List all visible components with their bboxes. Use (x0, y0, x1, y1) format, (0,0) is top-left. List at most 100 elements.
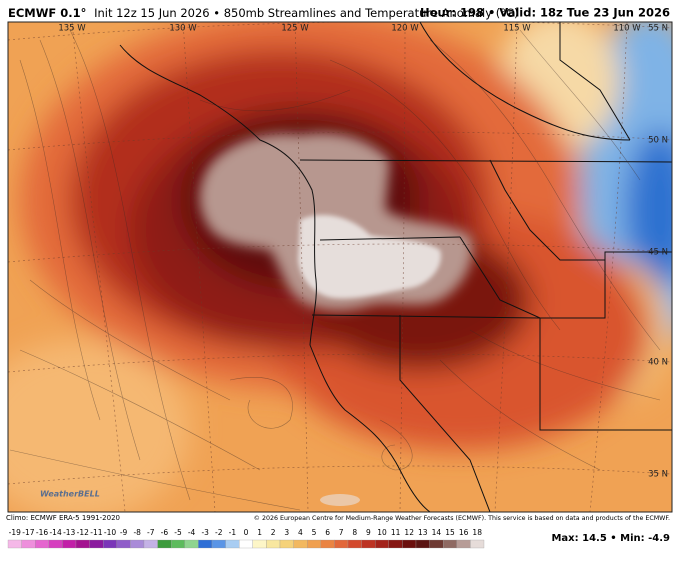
colorbar-label: 11 (391, 528, 401, 537)
colorbar-label: 6 (325, 528, 330, 537)
colorbar-swatch (415, 539, 430, 549)
colorbar-label: -8 (133, 528, 141, 537)
colorbar-swatch (293, 539, 308, 549)
colorbar-swatch (334, 539, 349, 549)
colorbar-label: 1 (257, 528, 262, 537)
model-name: ECMWF 0.1° (8, 6, 86, 20)
colorbar-swatch (7, 539, 22, 549)
colorbar-label: 13 (418, 528, 428, 537)
colorbar-swatch (198, 539, 213, 549)
colorbar-label: 2 (271, 528, 276, 537)
colorbar-swatch (279, 539, 294, 549)
colorbar-swatch (470, 539, 485, 549)
colorbar-swatch (307, 539, 321, 549)
colorbar-label: -11 (90, 528, 102, 537)
lon-label: 130 W (169, 24, 197, 34)
lat-label: 55 N (648, 24, 668, 34)
map-labels: 135 W 130 W 125 W 120 W 115 W 110 W 55 N 50 N 45… (58, 24, 668, 480)
colorbar-label: 9 (366, 528, 371, 537)
lon-label: 115 W (503, 24, 531, 34)
colorbar-swatch (211, 539, 226, 549)
colorbar-label: 12 (404, 528, 414, 537)
colorbar-swatch (157, 539, 172, 549)
colorbar-label: -4 (188, 528, 196, 537)
colorbar-label: -14 (49, 528, 61, 537)
colorbar-swatch (48, 539, 63, 549)
lon-label: 110 W (613, 24, 641, 34)
colorbar-swatch (361, 539, 376, 549)
colorbar-label: 10 (377, 528, 387, 537)
colorbar-label: -12 (77, 528, 89, 537)
colorbar-swatch (225, 539, 240, 549)
colorbar-label: -6 (161, 528, 169, 537)
climo-note: Climo: ECMWF ERA-5 1991-2020 (6, 514, 120, 522)
colorbar-swatch (35, 539, 49, 549)
colorbar-label: 5 (312, 528, 317, 537)
streamlines (9, 29, 661, 511)
boundaries (119, 22, 672, 512)
header: ECMWF 0.1° Init 12z 15 Jun 2026 • 850mb … (8, 6, 518, 20)
lat-label: 45 N (648, 248, 668, 258)
colorbar-swatch (429, 539, 444, 549)
colorbar-label: -5 (174, 528, 182, 537)
colorbar-label: -16 (36, 528, 48, 537)
map (8, 22, 672, 512)
colorbar-swatch (375, 539, 389, 549)
lon-label: 120 W (391, 24, 419, 34)
colorbar-swatch (62, 539, 77, 549)
colorbar-label: 0 (244, 528, 249, 537)
valid-time: Hour: 198 • Valid: 18z Tue 23 Jun 2026 (420, 6, 670, 20)
lat-label: 50 N (648, 136, 668, 146)
colorbar-swatch (75, 539, 90, 549)
lat-label: 35 N (648, 470, 668, 480)
colorbar-swatch (89, 539, 104, 549)
colorbar-swatch (103, 539, 117, 549)
colorbar-label: -2 (215, 528, 223, 537)
graticule (8, 22, 672, 512)
colorbar-label: 3 (284, 528, 289, 537)
warm-core-peak (298, 215, 441, 299)
colorbar-label: 16 (459, 528, 469, 537)
colorbar-label: -3 (201, 528, 209, 537)
logo-badge (320, 494, 360, 506)
colorbar-swatch (116, 539, 131, 549)
colorbar-swatch (402, 539, 417, 549)
colorbar-swatch (252, 539, 267, 549)
lon-label: 125 W (281, 24, 309, 34)
colorbar-label: -9 (120, 528, 128, 537)
lat-label: 40 N (648, 358, 668, 368)
colorbar-label: -10 (104, 528, 116, 537)
colorbar-label: 15 (445, 528, 455, 537)
colorbar-swatch (184, 539, 199, 549)
colorbar-swatch (239, 539, 253, 549)
colorbar-swatch (388, 539, 403, 549)
colorbar-label: -19 (9, 528, 21, 537)
colorbar-label: -7 (147, 528, 155, 537)
max-min: Max: 14.5 • Min: -4.9 (551, 533, 670, 544)
colorbar-label: 4 (298, 528, 303, 537)
colorbar-label: -17 (22, 528, 34, 537)
lon-label: 135 W (58, 24, 86, 34)
header-title: Init 12z 15 Jun 2026 • 850mb Streamlines… (94, 6, 518, 20)
colorbar: -19 -17 -16 -14 -13 -12 -11 -10 -9 -8 -7 -6 -5 -4 -3 -2… (7, 528, 485, 549)
colorbar-swatch (347, 539, 362, 549)
colorbar-label: 7 (339, 528, 344, 537)
colorbar-label: 8 (352, 528, 357, 537)
colorbar-swatch (21, 539, 36, 549)
copyright: © 2026 European Centre for Medium-Range … (254, 514, 670, 522)
colorbar-swatch (143, 539, 158, 549)
colorbar-label: -1 (229, 528, 237, 537)
map-frame (7, 21, 673, 513)
logo: WeatherBELL (40, 490, 100, 499)
colorbar-swatch (171, 539, 185, 549)
colorbar-swatch (443, 539, 457, 549)
colorbar-swatch (130, 539, 145, 549)
colorbar-swatch (320, 539, 335, 549)
colorbar-label: -13 (63, 528, 75, 537)
colorbar-swatch (266, 539, 281, 549)
colorbar-label: 14 (432, 528, 442, 537)
colorbar-swatch (456, 539, 471, 549)
colorbar-label: 18 (472, 528, 482, 537)
